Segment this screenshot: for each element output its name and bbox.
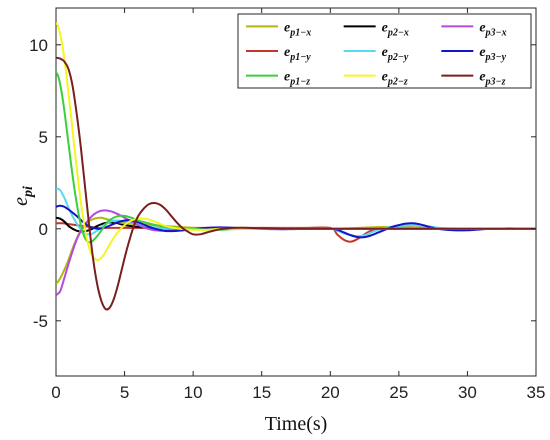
legend-label: ep1−x xyxy=(284,20,311,38)
axes-layer: 0 5 10 15 20 25 30 35 -5 0 5 10 xyxy=(29,8,545,402)
y-axis-title-sub: pi xyxy=(21,186,36,198)
x-tick-label: 35 xyxy=(527,383,546,402)
legend-label: ep2−z xyxy=(382,70,408,88)
legend-label: ep1−y xyxy=(284,45,311,63)
legend-box xyxy=(237,13,532,89)
y-tick-label: -5 xyxy=(33,312,48,331)
series-layer xyxy=(56,22,536,311)
legend-entry: ep3−x xyxy=(441,20,507,38)
x-tick-label: 5 xyxy=(120,383,129,402)
legend-label: ep2−x xyxy=(382,20,409,38)
x-tick-label: 30 xyxy=(458,383,477,402)
legend-entry: ep2−x xyxy=(343,20,409,38)
legend-entry: ep1−x xyxy=(246,20,311,38)
legend-entry: ep2−y xyxy=(343,45,409,63)
series-line-e-p3-z xyxy=(56,56,536,311)
legend: ep1−x ep1−y ep1−z ep2−x ep2−y ep2−z ep3−x ep3−y… xyxy=(237,13,532,89)
legend-label: ep2−y xyxy=(382,45,409,63)
legend-label: ep1−z xyxy=(284,70,310,88)
legend-label: ep3−z xyxy=(479,70,505,88)
y-axis-title-base: e xyxy=(10,197,32,206)
x-tick-label: 15 xyxy=(252,383,271,402)
x-axis-title: Time(s) xyxy=(265,413,328,435)
y-tick-label: 0 xyxy=(39,220,48,239)
legend-label: ep3−y xyxy=(479,45,506,63)
legend-entry: ep2−z xyxy=(343,70,408,88)
y-tick-label: 10 xyxy=(29,36,48,55)
y-axis-title: epi xyxy=(10,186,36,206)
y-tick-label: 5 xyxy=(39,128,48,147)
legend-entry: ep3−z xyxy=(441,70,506,88)
legend-label: ep3−x xyxy=(479,20,506,38)
x-tick-label: 25 xyxy=(389,383,408,402)
x-tick-label: 20 xyxy=(321,383,340,402)
legend-entry: ep1−z xyxy=(246,70,310,88)
legend-entry: ep3−y xyxy=(441,45,507,63)
legend-entry: ep1−y xyxy=(246,45,311,63)
x-tick-label: 0 xyxy=(51,383,60,402)
x-tick-label: 10 xyxy=(184,383,203,402)
